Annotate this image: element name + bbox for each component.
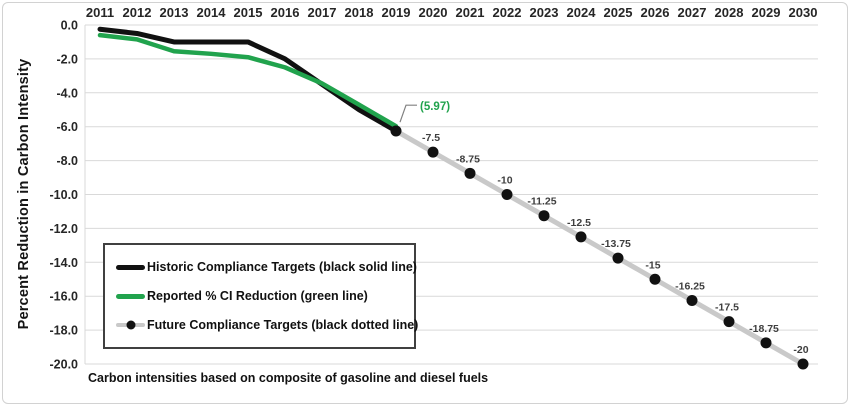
y-tick-label: 0.0: [61, 19, 78, 33]
x-tick-label-2013: 2013: [160, 5, 189, 20]
future-target-dot-2023: [538, 210, 550, 222]
x-tick-label-2016: 2016: [271, 5, 300, 20]
future-line-swatch-icon: [116, 320, 145, 330]
future-target-dot-2020: [427, 146, 439, 158]
future-target-dot-2019: [390, 125, 402, 137]
y-tick-label: -4.0: [56, 86, 78, 100]
x-tick-label-2018: 2018: [345, 5, 374, 20]
future-target-label-2020: -7.5: [422, 132, 440, 144]
future-target-label-2027: -16.25: [675, 280, 705, 292]
future-target-label-2023: -11.25: [527, 196, 556, 208]
y-tick-label: -8.0: [56, 154, 78, 168]
y-tick-label: -18.0: [50, 324, 79, 338]
x-tick-label-2015: 2015: [234, 5, 263, 20]
future-target-label-2028: -17.5: [715, 302, 739, 314]
future-target-dot-2029: [760, 337, 772, 349]
green-endpoint-annotation: (5.97): [420, 101, 450, 113]
annotation-leader-line: [399, 104, 417, 123]
future-target-dot-2022: [501, 189, 513, 200]
future-targets-line: [393, 128, 806, 367]
legend-label-historic: Historic Compliance Targets (black solid…: [147, 260, 417, 274]
legend-item-future: Future Compliance Targets (black dotted …: [116, 318, 418, 332]
future-target-label-2024: -12.5: [567, 217, 591, 229]
future-target-dot-2024: [575, 231, 587, 243]
future-target-dot-2026: [649, 273, 661, 285]
x-tick-label-2017: 2017: [308, 5, 337, 20]
x-tick-label-2023: 2023: [530, 5, 559, 20]
reported-line-swatch-icon: [116, 293, 145, 299]
y-tick-label: -20.0: [50, 358, 79, 372]
x-tick-label-2022: 2022: [493, 5, 522, 20]
reported-ci-line: [97, 32, 399, 129]
future-target-label-2030: -20: [793, 344, 808, 356]
x-tick-label-2028: 2028: [715, 5, 744, 20]
legend-label-future: Future Compliance Targets (black dotted …: [147, 318, 419, 332]
future-target-dot-2025: [612, 252, 624, 264]
historic-targets-line: [97, 26, 399, 134]
x-tick-label-2011: 2011: [86, 5, 114, 20]
chart-footnote: Carbon intensities based on composite of…: [88, 371, 489, 385]
legend-label-reported: Reported % CI Reduction (green line): [147, 289, 368, 303]
y-axis-title: Percent Reduction in Carbon Intensity: [16, 58, 32, 330]
legend-item-reported: Reported % CI Reduction (green line): [116, 289, 414, 303]
x-tick-label-2027: 2027: [678, 5, 707, 20]
x-tick-label-2020: 2020: [419, 5, 448, 20]
future-target-dot-2027: [686, 294, 698, 306]
future-marker-dot-icon: [126, 320, 135, 330]
x-tick-label-2012: 2012: [123, 5, 152, 20]
x-tick-label-2024: 2024: [567, 5, 597, 20]
y-tick-label: -16.0: [50, 290, 79, 304]
future-target-dot-2021: [464, 167, 476, 179]
future-target-dot-2030: [797, 358, 809, 370]
y-tick-label: -14.0: [50, 256, 79, 270]
x-tick-label-2025: 2025: [604, 5, 633, 20]
x-tick-label-2021: 2021: [456, 5, 485, 20]
x-tick-label-2019: 2019: [382, 5, 411, 20]
future-target-label-2022: -10: [497, 175, 512, 187]
legend-item-historic: Historic Compliance Targets (black solid…: [116, 260, 417, 274]
y-tick-label: -6.0: [56, 120, 78, 134]
x-tick-label-2030: 2030: [789, 5, 818, 20]
y-tick-label: -2.0: [56, 52, 78, 66]
legend: Historic Compliance Targets (black solid…: [103, 243, 418, 349]
future-target-label-2021: -8.75: [456, 153, 480, 165]
future-target-label-2026: -15: [645, 259, 660, 271]
historic-line-swatch-icon: [116, 264, 145, 270]
y-tick-label: -12.0: [50, 222, 79, 236]
x-tick-label-2029: 2029: [752, 5, 781, 20]
future-target-label-2025: -13.75: [601, 238, 631, 250]
x-tick-label-2014: 2014: [197, 5, 227, 20]
future-target-dot-2028: [723, 316, 735, 328]
y-tick-label: -10.0: [50, 188, 79, 202]
x-tick-label-2026: 2026: [641, 5, 670, 20]
future-target-label-2029: -18.75: [749, 323, 779, 335]
